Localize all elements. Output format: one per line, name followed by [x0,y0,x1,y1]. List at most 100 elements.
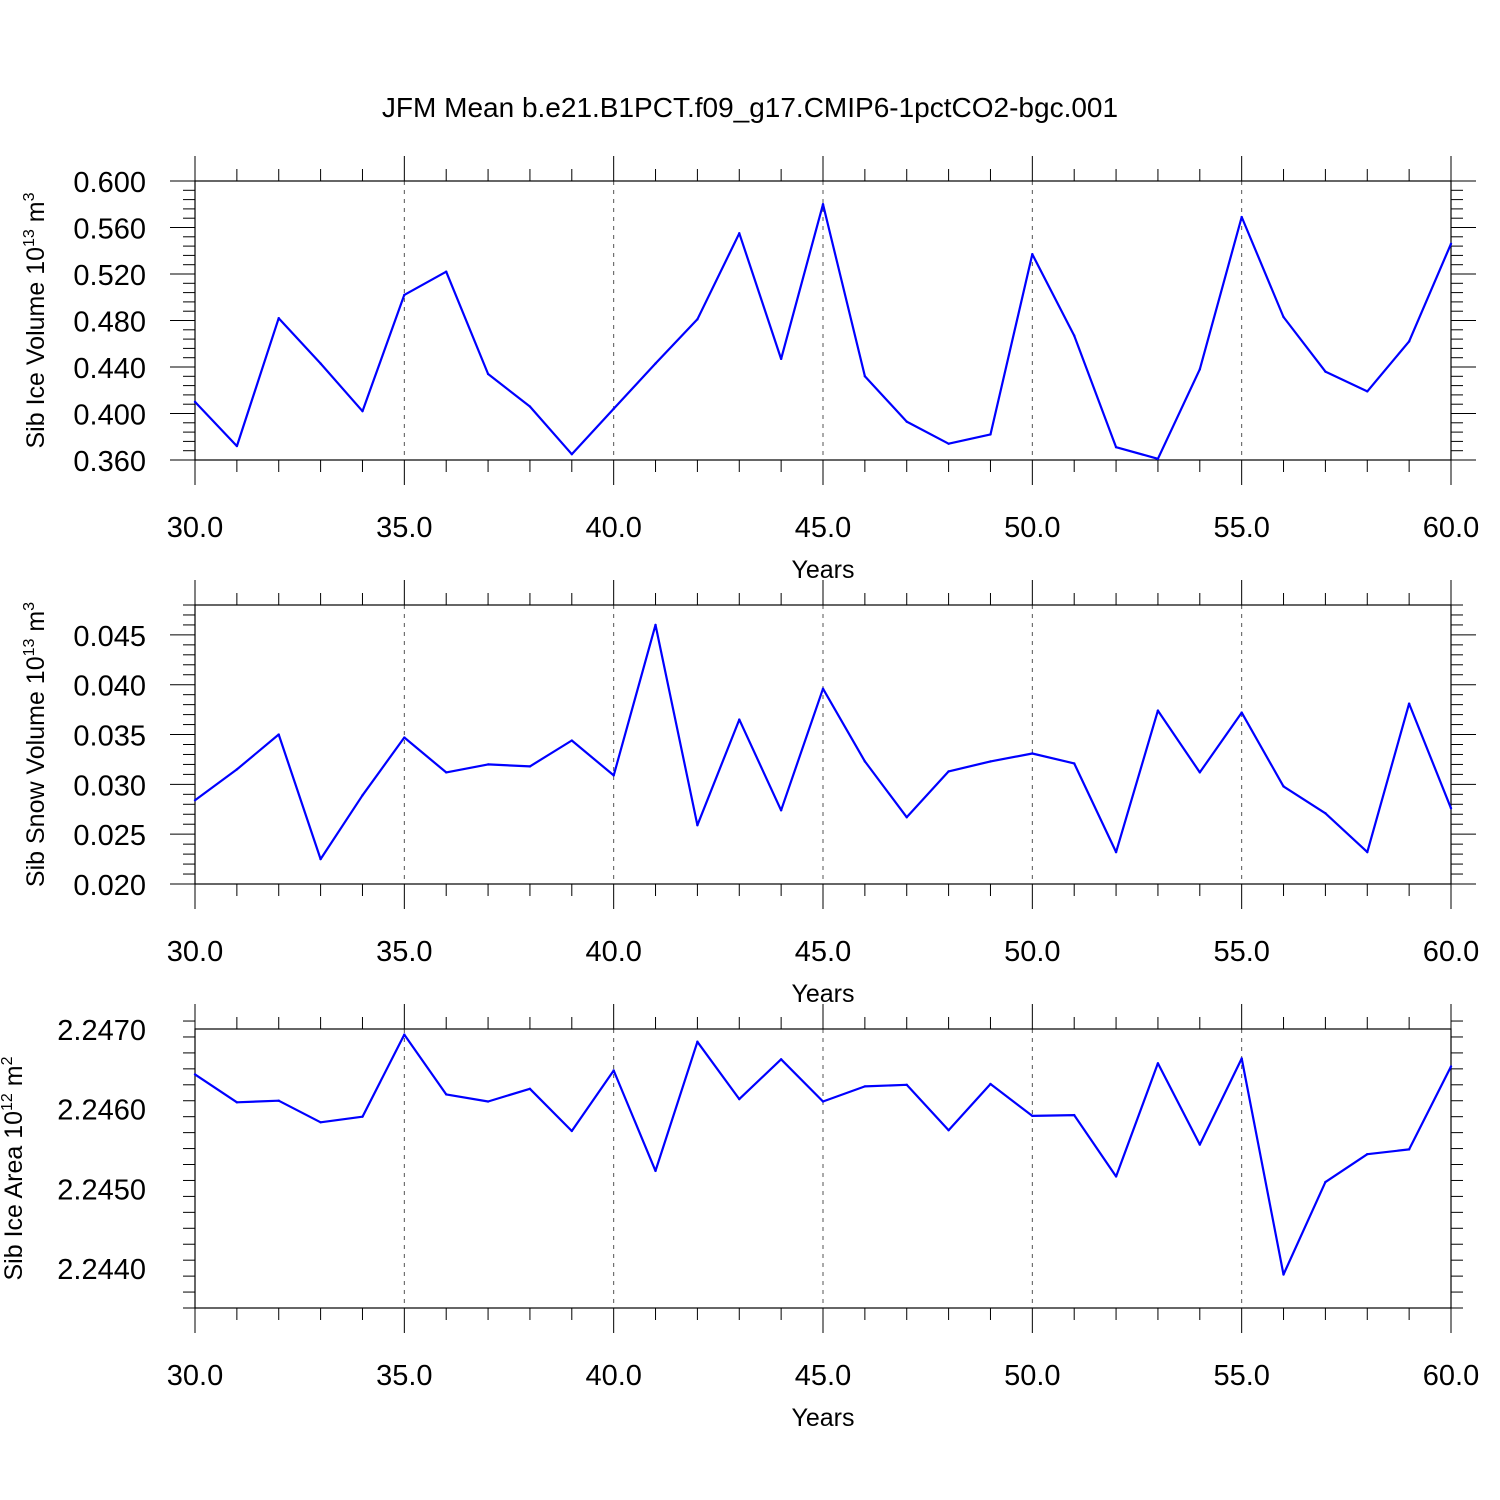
data-point [779,357,783,361]
y-axis-title: Sib Ice Area 1012 m2 [0,1056,28,1280]
data-point [696,824,699,827]
data-point [1198,771,1202,774]
y-tick-label: 2.2460 [57,1095,146,1127]
data-point [1156,1062,1160,1065]
data-point [1449,1065,1453,1068]
data-point [1031,253,1034,256]
data-point [1073,1113,1076,1117]
x-tick-label: 35.0 [376,512,432,544]
data-point [1407,1148,1411,1151]
data-point [1366,1152,1369,1156]
data-point [1031,1114,1034,1118]
data-point [821,203,825,206]
data-point [235,444,239,448]
data-point [1366,390,1369,393]
y-tick-label: 0.025 [73,820,146,852]
x-tick-label: 35.0 [376,1360,432,1392]
x-tick-label: 45.0 [795,512,851,544]
data-point [1282,785,1285,788]
data-point [235,1101,239,1104]
y-axis-title: Sib Snow Volume 1013 m3 [21,602,50,887]
data-point [654,623,657,627]
x-tick-label: 50.0 [1004,936,1060,968]
data-point [1156,709,1160,712]
data-point [1366,850,1369,854]
x-tick-label: 60.0 [1423,1360,1479,1392]
data-point [779,809,783,812]
data-point [1407,702,1411,705]
data-point [1156,457,1160,461]
data-point [528,765,532,768]
x-tick-label: 50.0 [1004,512,1060,544]
y-tick-label: 0.040 [73,671,146,703]
x-tick-label: 30.0 [167,936,223,968]
data-point [403,736,406,739]
figure-title: JFM Mean b.e21.B1PCT.f09_g17.CMIP6-1pctC… [382,92,1118,123]
y-tick-label: 2.2440 [57,1254,146,1286]
data-point [989,433,992,436]
data-point [863,760,867,763]
x-tick-label: 40.0 [585,1360,641,1392]
data-point [1282,1273,1285,1276]
series-line [194,203,1453,460]
data-point [863,1085,867,1088]
data-point [1324,1180,1327,1184]
x-tick-label: 45.0 [795,1360,851,1392]
data-point [1324,370,1327,373]
x-tick-label: 55.0 [1213,512,1269,544]
x-tick-label: 30.0 [167,512,223,544]
data-point [1198,1143,1202,1146]
data-point [612,407,615,411]
data-point [319,857,322,861]
data-point [445,771,448,774]
data-point [696,1040,699,1043]
data-point [570,452,573,456]
data-point [528,405,532,408]
data-point [361,1115,364,1118]
data-point [361,794,364,797]
data-point [277,1099,280,1102]
data-point [863,375,867,378]
data-point [570,739,573,742]
data-point [779,1058,783,1061]
y-tick-label: 0.360 [73,446,146,478]
data-point [193,799,197,802]
x-axis-title: Years [791,980,854,1008]
data-point [612,1069,615,1072]
data-point [905,816,908,819]
data-point [486,763,490,766]
x-tick-label: 55.0 [1213,936,1269,968]
y-tick-label: 0.440 [73,353,146,385]
data-point [445,1093,448,1096]
y-tick-label: 0.520 [73,260,146,292]
data-point [696,318,699,321]
y-tick-label: 0.035 [73,721,146,753]
y-axis-title: Sib Ice Volume 1013 m3 [21,192,50,448]
x-axis-title: Years [791,1404,854,1432]
data-point [654,1169,657,1173]
data-point [738,232,741,235]
x-tick-label: 40.0 [585,512,641,544]
data-point [277,316,280,320]
data-point [821,687,825,690]
data-point [1407,340,1411,343]
data-point [319,362,322,365]
data-point [403,1033,406,1036]
data-point [947,442,950,445]
data-point [947,770,950,773]
data-point [528,1087,532,1090]
y-tick-label: 0.020 [73,870,146,902]
data-point [905,1083,908,1087]
data-point [947,1129,950,1132]
data-point [1240,1057,1243,1060]
x-tick-label: 45.0 [795,936,851,968]
data-point [1198,368,1202,371]
data-point [905,420,908,423]
data-point [235,768,239,771]
y-tick-label: 0.400 [73,400,146,432]
data-point [738,1097,741,1101]
chart-panel-2: 30.0 35.0 40.0 45.0 50.0 55.0 60.0 0.020 0.025 0.… [21,580,1479,1008]
data-point [193,1073,197,1076]
data-point [821,1100,825,1103]
